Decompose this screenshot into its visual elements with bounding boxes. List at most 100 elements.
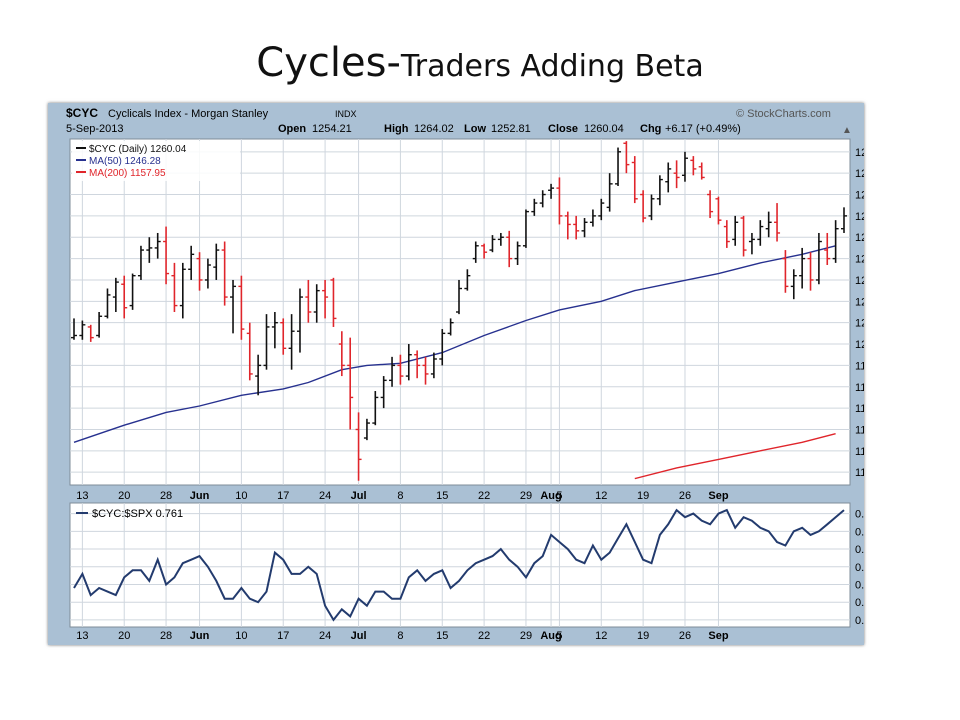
x-tick-label-top: 26 [679, 490, 691, 502]
x-tick-label-bottom: Sep [708, 630, 728, 642]
ratio-y-tick-label: 0.730 [855, 615, 864, 627]
low-value: 1252.81 [491, 123, 531, 135]
ohlc-bar [347, 337, 354, 430]
low-label: Low [464, 123, 486, 135]
x-tick-label-bottom: 12 [595, 630, 607, 642]
x-tick-label-bottom: Aug [540, 630, 561, 642]
price-y-tick-label: 1150 [855, 446, 864, 458]
ohlc-bar [598, 198, 605, 221]
ohlc-bar [581, 218, 588, 238]
x-tick-label-top: 13 [76, 490, 88, 502]
ohlc-bar [430, 352, 437, 379]
ohlc-bar [414, 350, 421, 379]
ohlc-bar [589, 209, 596, 227]
ohlc-bar [213, 243, 220, 280]
chart-date: 5-Sep-2013 [66, 123, 124, 135]
x-tick-label-top: Jul [351, 490, 367, 502]
ohlc-bar [732, 215, 739, 246]
x-tick-label-bottom: Jul [351, 630, 367, 642]
x-tick-label-bottom: 5 [556, 630, 562, 642]
ohlc-bar [263, 314, 270, 370]
close-label: Close [548, 123, 578, 135]
ohlc-bar [615, 147, 622, 186]
x-tick-label-top: 24 [319, 490, 331, 502]
ohlc-bar [389, 356, 396, 387]
close-value: 1260.04 [584, 123, 624, 135]
ratio-legend-entry: $CYC:$SPX 0.761 [92, 508, 183, 520]
x-tick-label-bottom: 20 [118, 630, 130, 642]
ohlc-bar [690, 156, 697, 176]
slide-title: Cycles-Traders Adding Beta [0, 40, 960, 86]
x-tick-label-bottom: 28 [160, 630, 172, 642]
ratio-line-group [73, 508, 845, 622]
x-tick-label-top: Jun [190, 490, 210, 502]
price-legend-entry: MA(200) 1157.95 [89, 168, 166, 179]
price-y-tick-label: 1240 [855, 254, 864, 266]
ohlc-bar [790, 269, 797, 300]
ohlc-bar [606, 173, 613, 212]
ohlc-bar [146, 237, 153, 263]
x-tick-label-top: 29 [520, 490, 532, 502]
ohlc-bar [171, 262, 178, 312]
ratio-y-tick-label: 0.755 [855, 526, 864, 538]
ohlc-bar [564, 211, 571, 240]
ohlc-bar [648, 194, 655, 221]
ohlc-bar [129, 273, 136, 310]
ohlc-bar [355, 412, 362, 481]
ohlc-bar [271, 312, 278, 349]
stockcharts-watermark: © StockCharts.com [736, 108, 831, 120]
x-tick-label-top: 22 [478, 490, 490, 502]
ohlc-bar [163, 226, 170, 285]
ohlc-bar [221, 241, 228, 306]
ohlc-bar [246, 322, 253, 381]
ohlc-bar [673, 160, 680, 189]
x-tick-label-bottom: 29 [520, 630, 532, 642]
price-y-axis: 1290 1280 1270 1260 1250 1240 1230 1220 1210 1200… [855, 147, 879, 479]
x-tick-label-top: 12 [595, 490, 607, 502]
x-tick-label-bottom: 15 [436, 630, 448, 642]
price-legend-entry: $CYC (Daily) 1260.04 [89, 144, 187, 155]
price-y-tick-label: 1270 [855, 190, 864, 202]
ohlc-bar [121, 275, 128, 319]
x-tick-label-top: Sep [708, 490, 728, 502]
ohlc-bar [330, 277, 337, 327]
price-legend-box [72, 141, 240, 181]
price-panel [69, 138, 851, 486]
price-y-tick-label: 1260 [855, 211, 864, 223]
x-tick-label-top: 8 [397, 490, 403, 502]
ohlc-bar [405, 344, 412, 381]
ohlc-bar [631, 156, 638, 204]
x-tick-label-top: 20 [118, 490, 130, 502]
ohlc-bar [447, 318, 454, 336]
price-y-tick-label: 1160 [855, 424, 864, 436]
price-y-tick-label: 1190 [855, 360, 864, 372]
ohlc-bar [665, 162, 672, 193]
ohlc-bar [296, 288, 303, 353]
ohlc-bar [707, 190, 714, 219]
ohlc-bar [548, 183, 555, 199]
ohlc-bar [481, 243, 488, 259]
ohlc-bar [782, 250, 789, 293]
ohlc-bar [489, 235, 496, 253]
x-tick-label-bottom: 13 [76, 630, 88, 642]
ohlc-bar [815, 232, 822, 285]
ohlc-bar [623, 141, 630, 174]
price-y-tick-label: 1210 [855, 318, 864, 330]
ratio-line [73, 508, 845, 622]
ohlc-bar [137, 245, 144, 280]
price-y-tick-label: 1250 [855, 232, 864, 244]
ohlc-bar [748, 232, 755, 255]
x-tick-label-bottom: 19 [637, 630, 649, 642]
ohlc-bar [522, 209, 529, 248]
ohlc-bar [841, 207, 847, 233]
price-y-tick-label: 1200 [855, 339, 864, 351]
chart-symbol: $CYC [66, 106, 98, 120]
ohlc-bar [422, 356, 429, 385]
ohlc-bar [799, 247, 806, 289]
price-y-tick-label: 1230 [855, 275, 864, 287]
ohlc-bar [757, 220, 764, 246]
price-y-tick-label: 1140 [855, 467, 864, 479]
